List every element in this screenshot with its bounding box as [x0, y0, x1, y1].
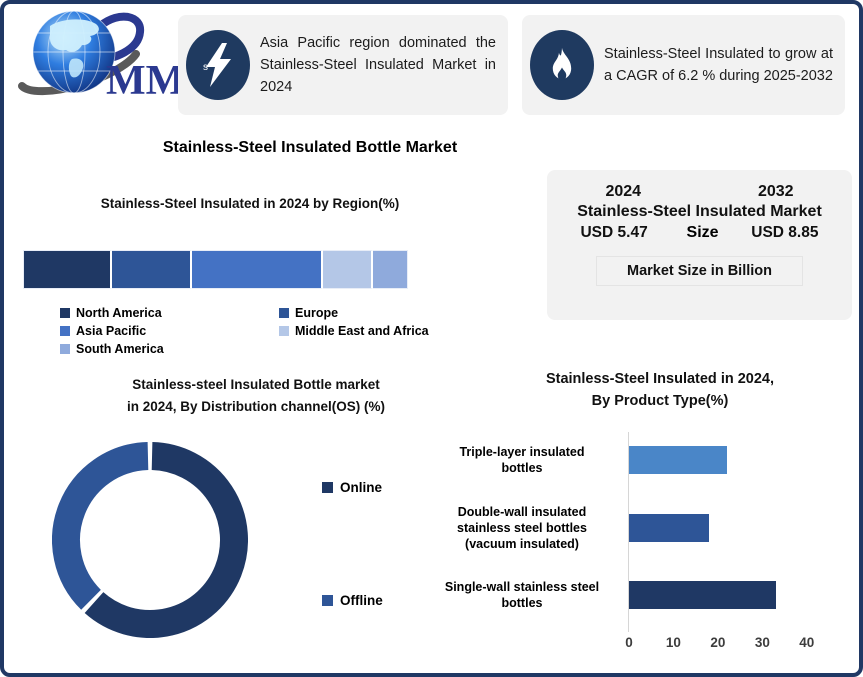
svg-text:s: s: [203, 62, 208, 73]
x-axis-tick-label: 30: [754, 635, 770, 650]
legend-swatch: [60, 344, 70, 354]
product-category-label: Double-wall insulated stainless steel bot…: [457, 504, 587, 552]
globe-swoosh-logo-icon: MMR: [18, 10, 216, 104]
region-bar-segment-4: [373, 250, 408, 289]
region-legend-item: Asia Pacific: [60, 322, 275, 340]
x-axis-tick-label: 20: [710, 635, 726, 650]
region-bar-segment-0: [23, 250, 112, 289]
legend-label: Europe: [295, 306, 339, 320]
region-bar-segment-3: [323, 250, 374, 289]
region-legend: North America Europe Asia Pacific Middle Ea…: [60, 304, 460, 358]
product-type-bar-chart: Triple-layer insulated bottles Double-wall…: [428, 432, 838, 662]
product-chart-title: Stainless-Steel Insulated in 2024, By Pro…: [545, 371, 775, 410]
product-bar-row: Double-wall insulated stainless steel bot…: [428, 496, 838, 560]
product-bar-row: Triple-layer insulated bottles: [428, 440, 838, 480]
region-bar-segment-1: [111, 250, 193, 289]
callout-asia-pacific: s Asia Pacific region dominated the Stai…: [178, 15, 508, 115]
legend-label: Middle East and Africa: [295, 324, 429, 338]
donut-segment-offline: [52, 442, 149, 610]
market-value-2024: USD 5.47: [580, 224, 648, 241]
product-bar: [629, 514, 709, 542]
region-legend-item: South America: [60, 340, 275, 358]
x-axis-tick-label: 0: [625, 635, 633, 650]
product-bar: [629, 446, 727, 474]
online-legend-swatch: [322, 482, 333, 493]
distribution-donut-chart: [52, 442, 248, 638]
mmr-logo: MMR: [16, 4, 216, 108]
logo-text: MMR: [106, 58, 184, 104]
product-category-label: Single-wall stainless steel bottles: [444, 579, 600, 610]
offline-legend-label: Offline: [340, 593, 383, 608]
product-bar: [629, 581, 776, 609]
region-stacked-bar: [23, 250, 408, 289]
donut-segment-online: [84, 442, 248, 638]
legend-label: Asia Pacific: [76, 324, 147, 338]
legend-swatch: [60, 308, 70, 318]
legend-label: North America: [76, 306, 162, 320]
lightning-bolt-icon: s: [186, 30, 250, 100]
callout-cagr: Stainless-Steel Insulated to grow at a C…: [522, 15, 845, 115]
legend-item-online: Online: [322, 480, 382, 495]
region-bar-segment-2: [192, 250, 324, 289]
legend-swatch: [279, 326, 289, 336]
legend-swatch: [60, 326, 70, 336]
market-size-box: 2024 2032 Stainless-Steel Insulated Mark…: [547, 170, 852, 320]
market-value-2032: USD 8.85: [751, 224, 819, 241]
market-size-unit-label: Market Size in Billion: [596, 256, 803, 286]
flame-icon: [530, 30, 594, 100]
product-chart-y-axis: [628, 432, 629, 632]
legend-swatch: [279, 308, 289, 318]
market-year-end: 2032: [757, 183, 794, 200]
x-axis-tick-label: 10: [665, 635, 681, 650]
region-legend-item: North America: [60, 304, 275, 322]
offline-legend-swatch: [322, 595, 333, 606]
region-legend-item: Europe: [279, 304, 460, 322]
x-axis-tick-label: 40: [799, 635, 815, 650]
callout-asia-pacific-text: Asia Pacific region dominated the Stainl…: [260, 34, 496, 96]
region-chart-title: Stainless-Steel Insulated in 2024 by Reg…: [100, 196, 400, 211]
distribution-chart-title: Stainless-steel Insulated Bottle market i…: [126, 377, 386, 414]
page-title: Stainless-Steel Insulated Bottle Market: [162, 139, 458, 156]
product-category-label: Triple-layer insulated bottles: [459, 444, 585, 475]
market-size-word: Size: [686, 224, 719, 241]
market-box-title: Stainless-Steel Insulated Market: [577, 203, 822, 220]
callout-cagr-text: Stainless-Steel Insulated to grow at a C…: [604, 45, 833, 84]
legend-label: South America: [76, 342, 164, 356]
online-legend-label: Online: [340, 480, 383, 495]
product-bar-row: Single-wall stainless steel bottles: [428, 574, 838, 616]
market-year-start: 2024: [605, 183, 642, 200]
region-legend-item: Middle East and Africa: [279, 322, 460, 340]
legend-item-offline: Offline: [322, 593, 383, 608]
